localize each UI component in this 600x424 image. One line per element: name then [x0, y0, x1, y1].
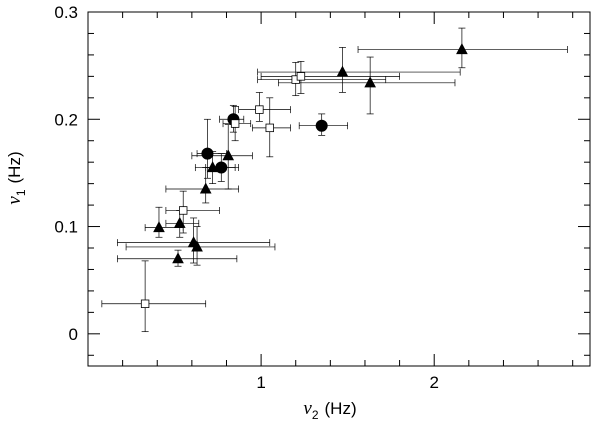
x-axis-label: ν2 (Hz): [303, 398, 356, 422]
data-point-triangle: [336, 65, 349, 77]
error-bar: [260, 60, 400, 94]
x-axis-symbol: ν: [303, 398, 312, 419]
y-tick-label: 0.1: [54, 218, 78, 237]
axis-ticks: [88, 11, 590, 366]
plot-border: [87, 11, 591, 367]
data-point-square: [296, 72, 306, 81]
error-bar: [238, 92, 291, 122]
x-tick-label: 2: [429, 373, 438, 392]
data-point-square: [179, 206, 188, 215]
y-axis-unit: (Hz): [5, 151, 24, 183]
data-point-triangle: [199, 182, 212, 194]
data-point-circle: [215, 161, 228, 174]
axis-tick-labels: 1 2 0 0.1 0.2 0.3: [54, 3, 439, 392]
error-bar: [165, 190, 220, 234]
data-point-triangle: [172, 252, 184, 264]
error-bar: [165, 167, 239, 204]
error-bar: [101, 260, 207, 333]
error-bar: [125, 226, 276, 266]
x-tick-label: 1: [256, 373, 265, 392]
data-point-square: [255, 105, 264, 114]
y-axis-label: ν1 (Hz): [4, 151, 28, 204]
error-bar: [257, 47, 461, 93]
data-point-square: [230, 119, 240, 128]
y-tick-label: 0.2: [54, 110, 78, 129]
y-axis-subscript: 1: [14, 189, 28, 196]
data-point-square: [140, 299, 150, 308]
data-point-triangle: [222, 149, 235, 161]
error-bar: [191, 124, 253, 190]
error-bars: [101, 27, 568, 333]
error-bar: [257, 62, 387, 97]
data-point-circle: [315, 119, 328, 132]
data-point-circle: [201, 147, 214, 160]
data-point-triangle: [173, 216, 186, 228]
data-point-square: [265, 123, 274, 133]
x-axis-unit: (Hz): [325, 399, 357, 418]
plot-frame: [87, 11, 591, 367]
data-point-triangle: [153, 221, 165, 233]
data-point-triangle: [191, 240, 203, 252]
y-axis-symbol: ν: [4, 196, 25, 205]
y-tick-label: 0.3: [54, 3, 78, 22]
data-point-triangle: [364, 76, 376, 88]
data-markers: [140, 43, 468, 308]
data-point-triangle: [206, 161, 219, 173]
data-point-triangle: [456, 43, 468, 55]
y-tick-label: 0: [69, 325, 78, 344]
x-axis-subscript: 2: [312, 408, 319, 422]
